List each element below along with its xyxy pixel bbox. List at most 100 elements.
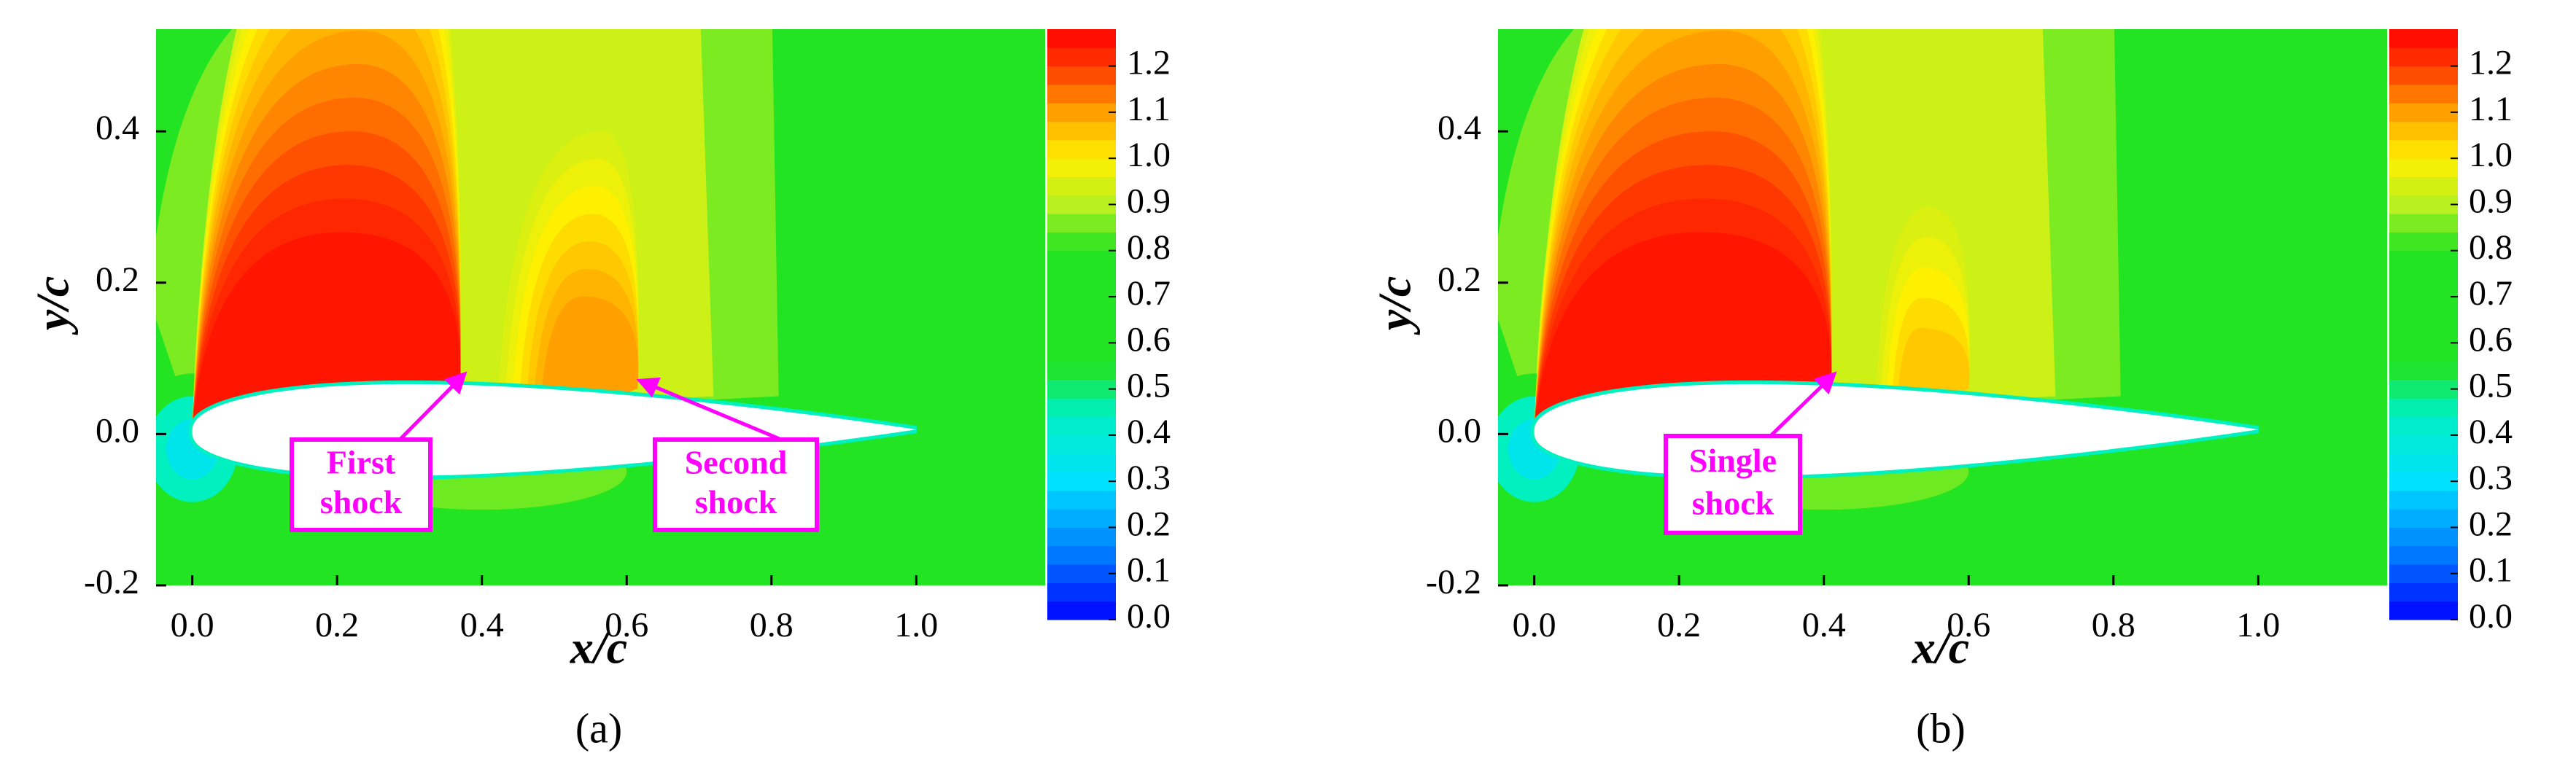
x-tick-label: 0.6 [605,606,648,644]
colorbar-tick-label: 0.1 [2469,551,2513,590]
x-tick-label: 1.0 [894,606,938,644]
colorbar-band [2389,582,2458,602]
colorbar-band [2389,545,2458,565]
colorbar-band [1047,250,1116,270]
colorbar-tick-label: 1.1 [2469,90,2513,128]
annotation-text: shock [320,483,403,520]
y-tick-label: -0.2 [1426,563,1481,601]
colorbar-band [1047,564,1116,583]
colorbar-band [2389,564,2458,583]
annotation-arrow [398,371,468,441]
colorbar-tick-label: 0.9 [2469,182,2513,220]
colorbar-tick-label: 0.0 [1127,597,1171,636]
colorbar-band [1047,29,1116,48]
colorbar-tick-label: 1.2 [1127,44,1171,82]
colorbar-band [2389,214,2458,233]
colorbar-band [1047,453,1116,472]
contour-field [156,29,1045,585]
colorbar-band [2389,490,2458,510]
annotation-text: First [327,444,396,481]
contour-field [1498,29,2387,585]
colorbar-band [2389,509,2458,528]
colorbar-band [2389,398,2458,418]
panel: 0.0 0.2 0.4 0.6 0.8 1.0 -0.2 0.0 0.2 0.4 x/c y/c (b)… [1369,29,2513,752]
annotation-box [653,437,819,532]
colorbar-tick-label: 1.1 [1127,90,1171,128]
y-axis-label: y/c [1369,276,1421,336]
x-tick-label: 0.6 [1947,606,1990,644]
colorbar-tick-label: 1.0 [2469,136,2513,174]
colorbar-band [1047,434,1116,454]
caption: (b) [1916,704,1966,752]
colorbar-tick-label: 0.5 [2469,367,2513,405]
colorbar-tick-label: 0.4 [1127,413,1171,451]
annotation-box [290,437,432,532]
colorbar-band [1047,158,1116,177]
colorbar-tick-label: 0.3 [2469,459,2513,497]
colorbar-band [2389,472,2458,491]
x-axis-label: x/c [570,622,627,674]
colorbar-band [1047,343,1116,362]
colorbar-band [1047,472,1116,491]
y-tick-label: 0.0 [1438,411,1481,450]
annotation-text: Single [1689,442,1777,479]
colorbar-tick-label: 0.1 [1127,551,1171,590]
panel: 0.0 0.2 0.4 0.6 0.8 1.0 -0.2 0.0 0.2 0.4 x/c y/c (a)… [27,29,1171,752]
colorbar-tick-label: 0.8 [1127,228,1171,267]
colorbar-band [2389,29,2458,48]
colorbar-band [2389,527,2458,547]
x-tick-label: 0.2 [1657,606,1701,644]
y-axis-label: y/c [27,276,79,336]
x-tick-label: 0.4 [1802,606,1846,644]
colorbar-band [1047,103,1116,122]
colorbar-band [1047,269,1116,288]
colorbar-band [2389,453,2458,472]
colorbar-tick-label: 1.0 [1127,136,1171,174]
colorbar-tick-label: 0.0 [2469,597,2513,636]
x-tick-label: 0.8 [750,606,794,644]
colorbar-band [2389,66,2458,85]
colorbar-band [2389,379,2458,399]
colorbar-band [1047,361,1116,381]
contour-band [1534,232,1832,426]
colorbar-tick-label: 0.4 [2469,413,2513,451]
colorbar-band [2389,250,2458,270]
colorbar-band [1047,139,1116,159]
x-tick-label: 0.2 [315,606,359,644]
colorbar-tick-label: 0.8 [2469,228,2513,267]
colorbar-band [2389,176,2458,196]
x-tick-label: 0.8 [2092,606,2135,644]
colorbar-band [1047,601,1116,620]
colorbar-band [1047,84,1116,104]
annotation-arrow [636,377,783,442]
colorbar-band [2389,103,2458,122]
colorbar-band [2389,232,2458,252]
colorbar-band [2389,601,2458,620]
colorbar-band [2389,195,2458,214]
colorbar-band [2389,343,2458,362]
colorbar-tick-label: 0.7 [2469,274,2513,313]
colorbar-band [2389,361,2458,381]
x-tick-label: 0.4 [460,606,504,644]
colorbar-band [1047,416,1116,436]
colorbar-band [1047,398,1116,418]
colorbar-band [2389,121,2458,141]
colorbar-tick-label: 0.6 [1127,320,1171,359]
colorbar-band [2389,324,2458,343]
annotation-text: shock [1692,485,1774,522]
colorbar-band [2389,416,2458,436]
y-tick-label: 0.2 [1438,260,1481,299]
colorbar-tick-label: 0.7 [1127,274,1171,313]
colorbar-band [2389,269,2458,288]
colorbar-band [1047,379,1116,399]
colorbar-band [1047,527,1116,547]
x-tick-label: 0.0 [1513,606,1556,644]
colorbar-band [1047,582,1116,602]
colorbar-tick-label: 0.5 [1127,367,1171,405]
caption: (a) [575,704,622,752]
colorbar-band [1047,287,1116,307]
colorbar-band [2389,287,2458,307]
contour-band [192,232,461,426]
annotation-text: Second [685,444,788,481]
